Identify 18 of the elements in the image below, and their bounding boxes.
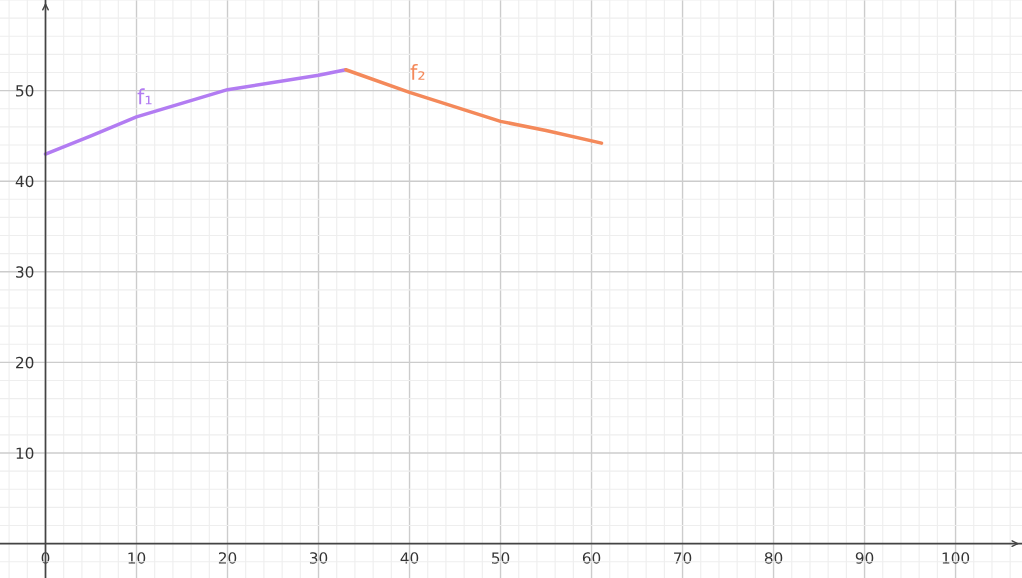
- y-tick-label: 30: [16, 266, 34, 278]
- x-tick-label: 30: [309, 552, 328, 564]
- series-label: f₁: [137, 88, 152, 105]
- x-tick-label: 100: [942, 552, 970, 564]
- y-tick-label: 50: [16, 85, 34, 97]
- series-label: f₂: [410, 63, 425, 80]
- x-tick-label: 50: [491, 552, 510, 564]
- x-tick-label: 20: [218, 552, 237, 564]
- y-tick-label: 10: [16, 447, 34, 459]
- x-tick-label: 40: [400, 552, 419, 564]
- y-tick-label: 40: [15, 175, 34, 188]
- x-tick-label: 10: [128, 552, 146, 564]
- x-tick-label: 60: [582, 552, 601, 564]
- line-series: [43, 68, 348, 156]
- x-tick-label: 80: [764, 552, 783, 564]
- y-tick-label: 20: [16, 356, 34, 369]
- x-tick-label: 70: [674, 552, 692, 564]
- x-tick-label: 90: [855, 552, 874, 564]
